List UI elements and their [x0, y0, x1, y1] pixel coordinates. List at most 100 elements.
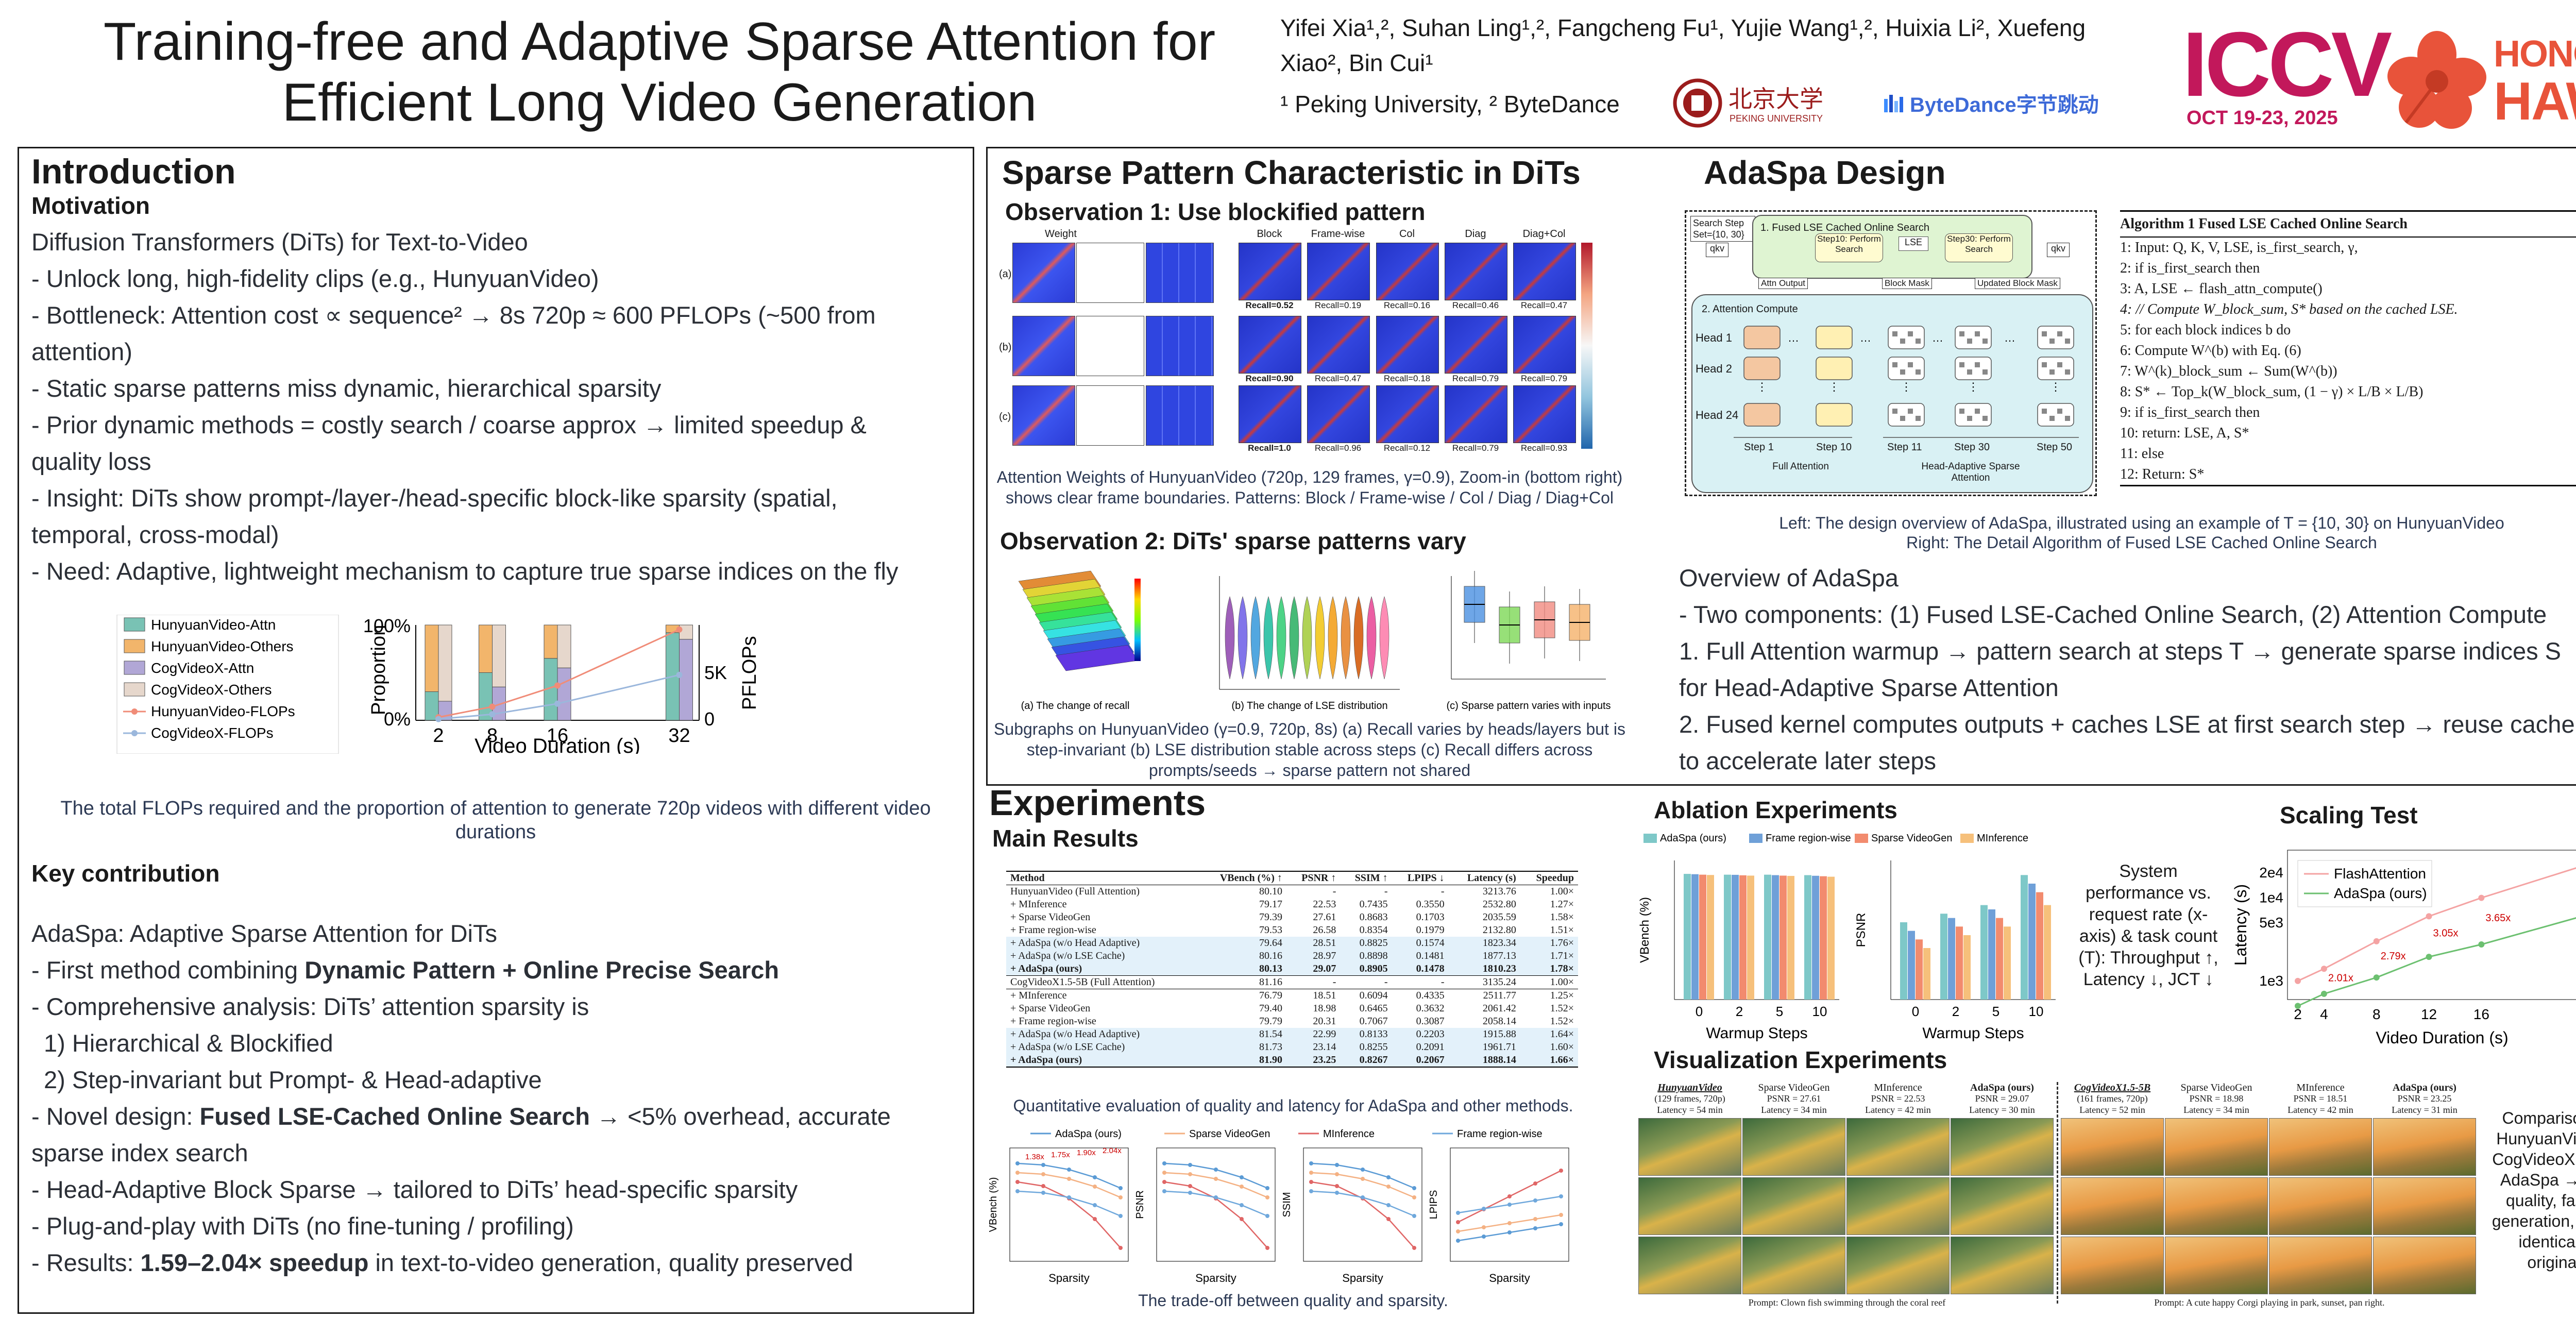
motivation-line: - Insight: DiTs show prompt-/layer-/head…	[31, 484, 838, 512]
tradeoff-point	[1335, 1172, 1339, 1176]
tradeoff-point	[1412, 1186, 1416, 1190]
bar-cog-attn	[679, 639, 693, 721]
legend-label: MInference	[1977, 833, 2028, 844]
legend-frame	[2297, 860, 2432, 907]
legend-label: AdaSpa (ours)	[2334, 885, 2427, 901]
plot-frame	[1450, 1147, 1569, 1262]
table-cell: 29.07	[1286, 962, 1341, 976]
sparse-block	[1959, 331, 1964, 336]
key-text: - Results:	[31, 1249, 141, 1276]
violin	[1353, 596, 1364, 680]
table-cell: 79.79	[1259, 1016, 1282, 1027]
table-cell: 28.51	[1286, 937, 1341, 950]
motivation-text: Diffusion Transformers (DiTs) for Text-t…	[31, 224, 969, 589]
vis-method-name: Sparse VideoGen	[1758, 1082, 1830, 1093]
recall-label: Recall=0.18	[1383, 374, 1431, 383]
tradeoff-point	[1240, 1217, 1244, 1221]
x-tick-label: 5	[1992, 1004, 1999, 1019]
vis-method-latency: Latency = 30 min	[1969, 1105, 2035, 1115]
table-cell: -	[1286, 885, 1341, 898]
tradeoff-point	[1559, 1194, 1563, 1198]
legend-label: Sparse VideoGen	[1189, 1128, 1270, 1140]
iccv-dates: OCT 19-23, 2025	[2187, 107, 2338, 129]
table-cell: + Frame region-wise	[1010, 1016, 1096, 1027]
vis-prompt: Prompt: A cute happy Corgi playing in pa…	[2154, 1297, 2385, 1308]
overview-line: - Two components: (1) Fused LSE-Cached O…	[1679, 601, 2547, 628]
pattern-heatmap	[1239, 243, 1301, 300]
honolulu-text: HONOLULU	[2494, 33, 2576, 75]
tradeoff-point	[1456, 1239, 1460, 1243]
attn-output-tag: Attn Output	[1758, 278, 1808, 289]
algorithm-line: 5: for each block indices b do	[2120, 322, 2291, 338]
qkv-right-box: qkv	[2047, 243, 2070, 257]
attention-cell	[1955, 326, 1992, 349]
violin	[1302, 596, 1312, 680]
y-axis-label: PSNR	[1854, 913, 1868, 948]
observation-2-caption: Subgraphs on HunyuanVideo (γ=0.9, 720p, …	[994, 720, 1625, 780]
video-frame-thumbnail	[1742, 1237, 1845, 1294]
video-frame-thumbnail	[1846, 1118, 1950, 1176]
sparse-block	[2065, 339, 2070, 344]
ablation-bar	[1940, 914, 1947, 1000]
table-cell: 0.4335	[1392, 989, 1449, 1002]
key-text: AdaSpa: Adaptive Sparse Attention for Di…	[31, 920, 497, 947]
bar-hunyuan-others	[544, 624, 558, 659]
key-text: 2) Step-invariant but Prompt- & Head-ada…	[44, 1066, 542, 1093]
legend-frame	[116, 615, 339, 754]
table-cell: 0.8255	[1340, 1041, 1392, 1054]
ablation-bar	[1684, 874, 1691, 1000]
algorithm-box: Algorithm 1 Fused LSE Cached Online Sear…	[2120, 210, 2576, 486]
table-cell: + AdaSpa (ours)	[1006, 1054, 1198, 1068]
x-tick-label: 32	[668, 725, 690, 747]
legend-label: CogVideoX-Others	[151, 682, 272, 698]
table-cell: 1.78×	[1520, 962, 1578, 976]
overview-line: 1. Full Attention warmup → pattern searc…	[1679, 637, 2562, 665]
scaling-heading: Scaling Test	[2280, 802, 2418, 828]
y-axis-label: PSNR	[1134, 1190, 1146, 1219]
group-divider	[2057, 1082, 2058, 1304]
table-row: + AdaSpa (ours) 81.90 23.25 0.8267 0.2067 188…	[1006, 1054, 1578, 1068]
motivation-line: - Static sparse patterns miss dynamic, h…	[31, 375, 662, 402]
tradeoff-point	[1361, 1168, 1365, 1172]
attention-cell	[1888, 403, 1925, 427]
x-axis-label: Video Duration (s)	[2376, 1028, 2508, 1047]
main-results-heading: Main Results	[992, 825, 1139, 852]
ablation-bar	[1988, 909, 1995, 1000]
recall-label: Recall=0.52	[1245, 300, 1294, 310]
key-text: - First method combining	[31, 956, 305, 984]
table-row: + AdaSpa (w/o Head Adaptive) 79.64 28.51 0.…	[1006, 937, 1578, 950]
table-cell: 0.3087	[1416, 1016, 1445, 1027]
flops-point	[676, 671, 683, 678]
legend-label: Frame region-wise	[1766, 833, 1851, 844]
legend-swatch	[124, 661, 145, 675]
tradeoff-point	[1507, 1194, 1512, 1198]
sparse-block	[2042, 331, 2047, 336]
tradeoff-point	[1240, 1175, 1244, 1179]
key-line: - Head-Adaptive Block Sparse → tailored …	[31, 1171, 969, 1208]
plot-frame	[1156, 1147, 1276, 1262]
video-frame-thumbnail	[2061, 1177, 2164, 1235]
pattern-column-label: Weight	[1045, 228, 1077, 240]
sparse-block	[2057, 362, 2062, 367]
x-tick-label: 2	[433, 725, 444, 747]
key-line: - Plug-and-play with DiTs (no fine-tunin…	[31, 1208, 969, 1244]
scaling-test-chart: Latency (s)Video Duration (s)2481216241e…	[2231, 850, 2576, 1047]
tradeoff-point	[1265, 1186, 1269, 1190]
row-label: (a)	[999, 268, 1012, 280]
tradeoff-point	[1214, 1168, 1218, 1172]
tradeoff-point	[1240, 1185, 1244, 1189]
motivation-line: - Prior dynamic methods = costly search …	[31, 411, 867, 438]
key-line: sparse index search	[31, 1135, 969, 1171]
sparse-block	[1975, 409, 1980, 414]
visualization-note: Comparison on HunyuanVideo & CogVideoX1.…	[2492, 1109, 2576, 1272]
affiliations: ¹ Peking University, ² ByteDance	[1280, 91, 1620, 117]
sparse-block	[2065, 369, 2070, 375]
y-axis-label: VBench (%)	[1638, 897, 1652, 963]
sparse-block	[1900, 416, 1905, 421]
tradeoff-point	[1015, 1161, 1020, 1165]
legend-label: MInference	[1323, 1128, 1375, 1140]
table-row: + AdaSpa (ours) 80.13 29.07 0.8905 0.1478 181…	[1006, 962, 1578, 976]
sparse-block	[1982, 416, 1988, 421]
recall-box-plot	[1451, 571, 1606, 680]
tradeoff-point	[1412, 1214, 1416, 1218]
